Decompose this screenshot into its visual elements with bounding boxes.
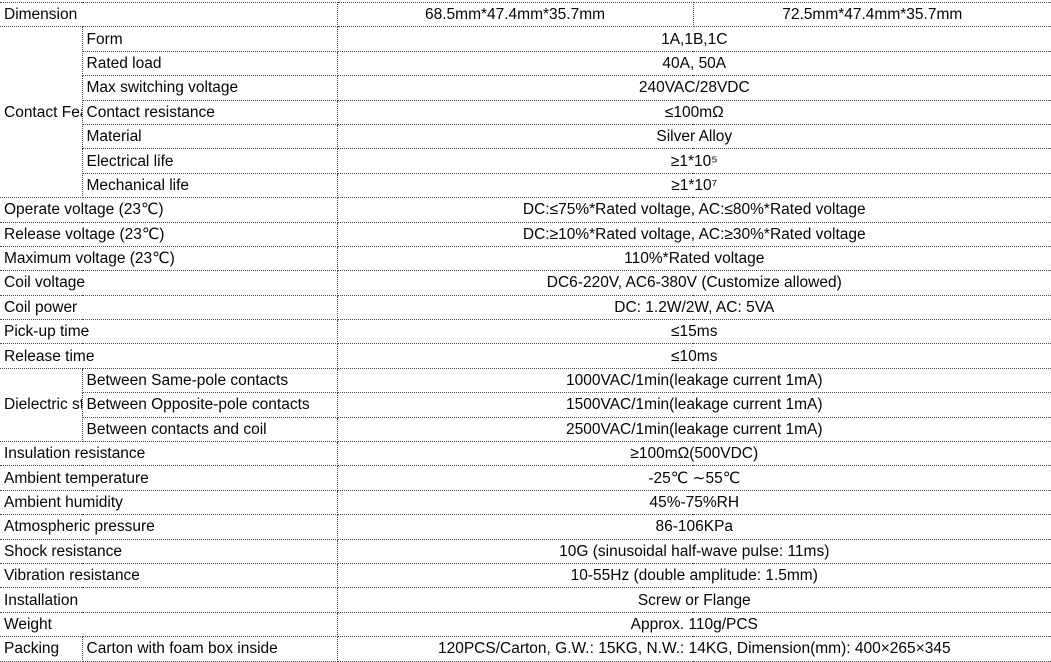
group-label-dielectric-strength: Dielectric strength	[0, 367, 83, 443]
row-label-material: Material	[82, 123, 338, 150]
table-row-electrical-life: Electrical life ≥1*10⁵	[0, 148, 1051, 174]
table-row-rated-load: Rated load 40A, 50A	[0, 50, 1051, 77]
row-label-pick-up-time: Pick-up time	[0, 319, 338, 345]
row-value-release-voltage: DC:≥10%*Rated voltage, AC:≥30%*Rated vol…	[336, 221, 1051, 247]
row-label-atmospheric-pressure: Atmospheric pressure	[0, 514, 338, 540]
row-label-operate-voltage: Operate voltage (23℃)	[0, 197, 338, 223]
row-value-installation: Screw or Flange	[336, 587, 1051, 613]
table-row-dielectric-opposite-pole: Between Opposite-pole contacts 1500VAC/1…	[0, 392, 1051, 418]
row-label-opposite-pole-contacts: Between Opposite-pole contacts	[82, 392, 338, 418]
row-label-installation: Installation	[0, 587, 338, 613]
row-value-contacts-and-coil: 2500VAC/1min(leakage current 1mA)	[336, 416, 1051, 443]
row-label-coil-voltage: Coil voltage	[0, 270, 338, 296]
row-value-release-time: ≤10ms	[336, 343, 1051, 369]
table-row-release-time: Release time ≤10ms	[0, 343, 1051, 369]
row-value-atmospheric-pressure: 86-106KPa	[336, 514, 1051, 540]
table-row-max-switching-voltage: Max switching voltage 240VAC/28VDC	[0, 75, 1051, 101]
table-row-dielectric-same-pole: Dielectric strength Between Same-pole co…	[0, 367, 1051, 443]
table-row-ambient-temperature: Ambient temperature -25℃ ∼55℃	[0, 465, 1051, 491]
table-row-insulation-resistance: Insulation resistance ≥100mΩ(500VDC)	[0, 441, 1051, 467]
row-value-coil-voltage: DC6-220V, AC6-380V (Customize allowed)	[336, 270, 1051, 296]
row-label-vibration-resistance: Vibration resistance	[0, 562, 338, 589]
row-value-rated-load: 40A, 50A	[336, 50, 1051, 77]
group-label-packing: Packing	[0, 636, 83, 662]
table-row-weight: Weight Approx. 110g/PCS	[0, 611, 1051, 638]
row-label-weight: Weight	[0, 611, 338, 638]
table-row-installation: Installation Screw or Flange	[0, 587, 1051, 613]
row-label-contacts-and-coil: Between contacts and coil	[82, 416, 338, 443]
row-value-form: 1A,1B,1C	[336, 26, 1051, 52]
row-label-ambient-humidity: Ambient humidity	[0, 489, 338, 516]
row-label-shock-resistance: Shock resistance	[0, 538, 338, 564]
row-value-ambient-humidity: 45%-75%RH	[336, 489, 1051, 516]
table-row-pick-up-time: Pick-up time ≤15ms	[0, 319, 1051, 345]
table-row-maximum-voltage: Maximum voltage (23℃) 110%*Rated voltage	[0, 245, 1051, 272]
row-value-pick-up-time: ≤15ms	[336, 319, 1051, 345]
row-label-contact-resistance: Contact resistance	[82, 99, 338, 125]
dimension-value-left: 68.5mm*47.4mm*35.7mm	[336, 1, 694, 28]
row-value-maximum-voltage: 110%*Rated voltage	[336, 245, 1051, 272]
table-row-shock-resistance: Shock resistance 10G (sinusoidal half-wa…	[0, 538, 1051, 564]
table-row-dimension: Dimension 68.5mm*47.4mm*35.7mm 72.5mm*47…	[0, 1, 1051, 28]
row-value-insulation-resistance: ≥100mΩ(500VDC)	[336, 441, 1051, 467]
row-value-vibration-resistance: 10-55Hz (double amplitude: 1.5mm)	[336, 562, 1051, 589]
row-label-rated-load: Rated load	[82, 50, 338, 77]
row-label-dimension: Dimension	[0, 1, 338, 28]
row-value-opposite-pole-contacts: 1500VAC/1min(leakage current 1mA)	[336, 392, 1051, 418]
row-value-operate-voltage: DC:≤75%*Rated voltage, AC:≤80%*Rated vol…	[336, 197, 1051, 223]
row-label-release-voltage: Release voltage (23℃)	[0, 221, 338, 247]
table-row-vibration-resistance: Vibration resistance 10-55Hz (double amp…	[0, 562, 1051, 589]
row-value-coil-power: DC: 1.2W/2W, AC: 5VA	[336, 294, 1051, 321]
table-row-release-voltage: Release voltage (23℃) DC:≥10%*Rated volt…	[0, 221, 1051, 247]
row-label-max-switching-voltage: Max switching voltage	[82, 75, 338, 101]
row-label-ambient-temperature: Ambient temperature	[0, 465, 338, 491]
table-row-coil-voltage: Coil voltage DC6-220V, AC6-380V (Customi…	[0, 270, 1051, 296]
table-row-packing: Packing Carton with foam box inside 120P…	[0, 636, 1051, 662]
row-value-mechanical-life: ≥1*10⁷	[336, 172, 1051, 199]
row-label-form: Form	[81, 26, 338, 52]
row-label-insulation-resistance: Insulation resistance	[0, 441, 338, 467]
row-value-packing: 120PCS/Carton, G.W.: 15KG, N.W.: 14KG, D…	[336, 636, 1051, 662]
row-label-coil-power: Coil power	[0, 294, 338, 321]
row-value-electrical-life: ≥1*10⁵	[336, 148, 1051, 174]
row-value-shock-resistance: 10G (sinusoidal half-wave pulse: 11ms)	[336, 538, 1051, 564]
row-value-material: Silver Alloy	[336, 123, 1051, 150]
row-value-ambient-temperature: -25℃ ∼55℃	[336, 465, 1051, 491]
row-label-release-time: Release time	[0, 343, 338, 369]
row-label-same-pole-contacts: Between Same-pole contacts	[81, 367, 338, 394]
table-row-contact-resistance: Contact resistance ≤100mΩ	[0, 99, 1051, 125]
table-row-atmospheric-pressure: Atmospheric pressure 86-106KPa	[0, 514, 1051, 540]
row-label-electrical-life: Electrical life	[82, 148, 338, 174]
row-value-same-pole-contacts: 1000VAC/1min(leakage current 1mA)	[336, 367, 1051, 394]
row-value-contact-resistance: ≤100mΩ	[336, 99, 1051, 125]
row-label-maximum-voltage: Maximum voltage (23℃)	[0, 245, 338, 272]
table-row-coil-power: Coil power DC: 1.2W/2W, AC: 5VA	[0, 294, 1051, 321]
row-value-weight: Approx. 110g/PCS	[336, 611, 1051, 638]
row-label-packing: Carton with foam box inside	[81, 636, 338, 662]
group-label-contact-feature: Contact Feature	[0, 26, 83, 199]
table-row-ambient-humidity: Ambient humidity 45%-75%RH	[0, 489, 1051, 516]
table-row-operate-voltage: Operate voltage (23℃) DC:≤75%*Rated volt…	[0, 197, 1051, 223]
table-row-contact-form: Contact Feature Form 1A,1B,1C	[0, 26, 1051, 199]
table-row-mechanical-life: Mechanical life ≥1*10⁷	[0, 172, 1051, 199]
dimension-value-right: 72.5mm*47.4mm*35.7mm	[692, 1, 1051, 28]
row-value-max-switching-voltage: 240VAC/28VDC	[336, 75, 1051, 101]
table-row-material: Material Silver Alloy	[0, 123, 1051, 150]
table-row-dielectric-contacts-coil: Between contacts and coil 2500VAC/1min(l…	[0, 416, 1051, 443]
row-label-mechanical-life: Mechanical life	[82, 172, 338, 199]
